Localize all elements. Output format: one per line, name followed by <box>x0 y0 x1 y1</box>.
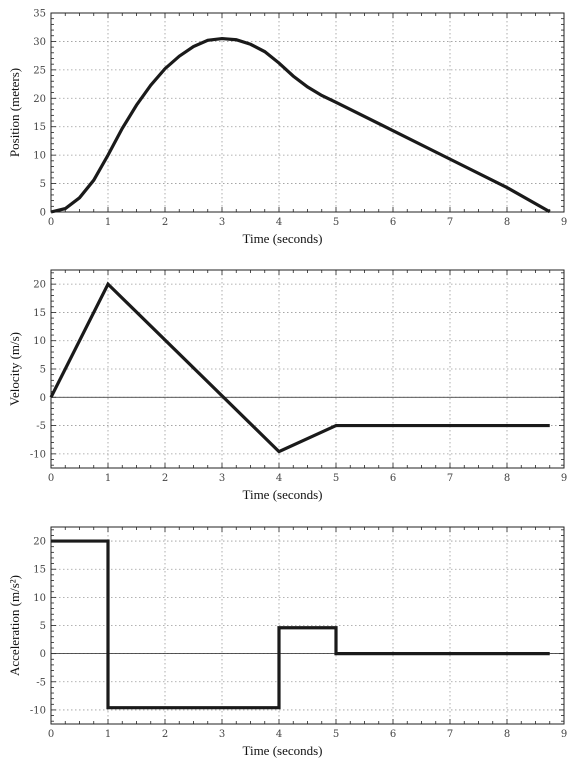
position-x-tick-label: 3 <box>219 217 225 228</box>
velocity-y-tick-label: 0 <box>40 393 46 404</box>
acceleration-y-tick-label: 10 <box>33 593 46 604</box>
position-y-tick-label: 15 <box>33 122 46 133</box>
acceleration-x-tick-label: 9 <box>561 729 567 740</box>
position-y-tick-label: 0 <box>40 208 46 219</box>
acceleration-x-tick-label: 4 <box>276 729 282 740</box>
acceleration-chart: 0 1 2 3 4 5 6 7 8 9 -10 -5 0 5 10 15 20 Time (seconds) Acc… <box>7 526 567 758</box>
velocity-x-tick-label: 7 <box>447 473 453 484</box>
velocity-x-tick-label: 5 <box>333 473 339 484</box>
velocity-y-tick-label: 5 <box>40 365 46 376</box>
acceleration-x-tick-label: 0 <box>48 729 54 740</box>
acceleration-y-tick-label: 5 <box>40 621 46 632</box>
velocity-x-tick-label: 6 <box>390 473 396 484</box>
position-y-tick-label: 30 <box>33 37 46 48</box>
acceleration-x-tick-label: 3 <box>219 729 225 740</box>
position-y-tick-label: 10 <box>33 151 46 162</box>
acceleration-y-tick-label: 15 <box>33 565 46 576</box>
position-series-line <box>50 36 551 214</box>
velocity-chart: 0 1 2 3 4 5 6 7 8 9 -10 -5 0 5 10 15 20 Time (seconds) Vel… <box>7 269 567 502</box>
velocity-y-tick-label: -10 <box>30 449 46 460</box>
velocity-y-axis-title: Velocity (m/s) <box>7 332 22 406</box>
velocity-series-line <box>49 281 550 454</box>
acceleration-y-tick-label: -10 <box>30 705 46 716</box>
acceleration-y-tick-label: -5 <box>36 677 46 688</box>
position-x-axis-title: Time (seconds) <box>242 231 322 246</box>
acceleration-x-axis-title: Time (seconds) <box>242 743 322 758</box>
velocity-y-tick-label: 20 <box>33 280 46 291</box>
velocity-x-tick-label: 8 <box>504 473 510 484</box>
velocity-plot-frame <box>50 269 565 469</box>
position-y-axis-title: Position (meters) <box>7 68 22 157</box>
acceleration-y-tick-label: 0 <box>40 649 46 660</box>
position-x-tick-label: 8 <box>504 217 510 228</box>
position-x-tick-label: 7 <box>447 217 453 228</box>
position-x-tick-label: 6 <box>390 217 396 228</box>
acceleration-x-tick-label: 2 <box>162 729 168 740</box>
acceleration-x-tick-label: 7 <box>447 729 453 740</box>
velocity-x-tick-label: 2 <box>162 473 168 484</box>
acceleration-y-axis-title: Acceleration (m/s²) <box>7 575 22 676</box>
velocity-y-tick-label: 10 <box>33 336 46 347</box>
acceleration-x-tick-label: 8 <box>504 729 510 740</box>
position-y-tick-label: 20 <box>33 94 46 105</box>
velocity-x-tick-label: 9 <box>561 473 567 484</box>
acceleration-x-tick-label: 1 <box>105 729 111 740</box>
velocity-x-tick-label: 3 <box>219 473 225 484</box>
velocity-x-axis-title: Time (seconds) <box>242 487 322 502</box>
position-x-tick-label: 1 <box>105 217 111 228</box>
position-y-tick-label: 25 <box>33 65 46 76</box>
position-x-tick-label: 9 <box>561 217 567 228</box>
position-y-tick-label: 5 <box>40 179 46 190</box>
position-plot-frame <box>50 12 565 213</box>
position-chart: 0 1 2 3 4 5 6 7 8 9 0 5 10 15 20 25 30 35 Time (seconds) Po… <box>7 9 567 247</box>
velocity-y-tick-label: 15 <box>33 308 46 319</box>
velocity-x-tick-label: 1 <box>105 473 111 484</box>
acceleration-x-tick-label: 5 <box>333 729 339 740</box>
velocity-x-tick-label: 0 <box>48 473 54 484</box>
velocity-y-tick-label: -5 <box>36 421 46 432</box>
acceleration-x-tick-label: 6 <box>390 729 396 740</box>
position-x-tick-label: 4 <box>276 217 282 228</box>
position-x-tick-label: 0 <box>48 217 54 228</box>
position-x-tick-label: 2 <box>162 217 168 228</box>
position-x-tick-label: 5 <box>333 217 339 228</box>
position-y-tick-label: 35 <box>33 9 46 20</box>
acceleration-plot-frame <box>50 526 565 725</box>
velocity-x-tick-label: 4 <box>276 473 282 484</box>
acceleration-y-tick-label: 20 <box>33 537 46 548</box>
acceleration-series-line <box>51 539 550 710</box>
